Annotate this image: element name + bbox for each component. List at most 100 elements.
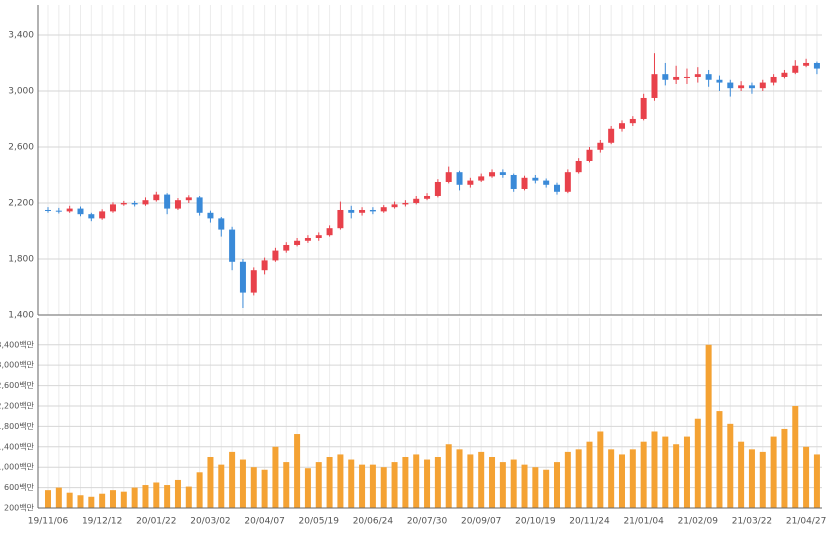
volume-bar — [250, 467, 257, 508]
candle-body — [77, 208, 84, 215]
volume-bar — [499, 462, 506, 508]
candle-body — [66, 208, 73, 212]
candle-body — [218, 218, 225, 230]
volume-bar — [478, 451, 485, 508]
x-tick-label: 21/02/09 — [678, 517, 719, 527]
volume-bar — [380, 467, 387, 508]
candle-body — [781, 72, 788, 77]
candle-body — [803, 62, 810, 66]
candle-body — [283, 244, 290, 251]
volume-bar — [337, 454, 344, 508]
volume-bar — [792, 405, 799, 508]
volume-bar — [196, 472, 203, 508]
candle-body — [575, 160, 582, 173]
y-tick-label: 3,000백만 — [0, 360, 35, 370]
candle-body — [662, 74, 669, 80]
candle-body — [326, 228, 333, 236]
x-tick-label: 20/03/02 — [190, 517, 230, 527]
candle-body — [651, 74, 658, 98]
volume-bar — [521, 464, 528, 508]
volume-bar — [164, 485, 171, 508]
volume-bar — [510, 459, 517, 508]
volume-bar — [759, 451, 766, 508]
volume-bar — [413, 454, 420, 508]
volume-bar — [781, 428, 788, 508]
volume-bar — [185, 486, 192, 508]
volume-bar — [402, 456, 409, 508]
candle-body — [694, 74, 701, 77]
y-tick-label: 1,000백만 — [0, 462, 35, 472]
candle-body — [207, 212, 214, 219]
volume-bar — [45, 490, 51, 508]
x-tick-label: 20/09/07 — [461, 517, 501, 527]
candle-body — [499, 172, 506, 175]
candle-body — [640, 97, 647, 119]
candle-body — [380, 207, 387, 212]
candle-body — [369, 209, 376, 212]
volume-bar — [369, 464, 376, 508]
x-tick-label: 20/05/19 — [299, 517, 340, 527]
volume-bar — [272, 446, 279, 508]
x-tick-label: 21/03/22 — [732, 517, 772, 527]
candle-body — [759, 82, 766, 89]
volume-bar — [683, 436, 690, 508]
volume-bar — [467, 454, 474, 508]
volume-bar — [716, 411, 723, 508]
candle-body — [467, 180, 474, 185]
volume-bar — [770, 436, 777, 508]
x-tick-label: 19/12/12 — [82, 517, 122, 527]
candle-body — [445, 172, 452, 182]
candle-body — [629, 118, 636, 124]
volume-bar — [315, 462, 322, 508]
y-tick-label: 2,200백만 — [0, 400, 35, 410]
candle-body — [315, 235, 322, 238]
candle-body — [261, 260, 268, 271]
volume-bar — [738, 441, 745, 508]
volume-bar — [813, 454, 820, 508]
volume-bar — [131, 487, 138, 508]
volume-bar — [694, 418, 701, 508]
volume-bar — [142, 485, 149, 508]
x-tick-label: 20/01/22 — [136, 517, 176, 527]
y-tick-label: 1,400 — [8, 311, 34, 321]
candle-body — [250, 270, 257, 293]
candle-body — [337, 209, 344, 229]
candle-body — [434, 181, 441, 196]
volume-bar — [618, 454, 625, 508]
volume-bar — [608, 449, 615, 508]
candle-body — [402, 202, 409, 205]
candle-body — [792, 65, 799, 73]
y-tick-label: 2,600백만 — [0, 380, 35, 390]
candle-body — [196, 197, 203, 213]
volume-bar — [445, 444, 452, 508]
volume-bar — [218, 464, 225, 508]
candle-body — [478, 176, 485, 181]
y-tick-label: 600백만 — [4, 482, 35, 492]
y-tick-label: 2,200 — [8, 198, 34, 208]
x-tick-label: 21/04/27 — [786, 517, 826, 527]
volume-bar — [456, 449, 463, 508]
volume-bar — [705, 344, 712, 508]
volume-bar — [77, 495, 84, 508]
candle-body — [348, 209, 355, 213]
x-tick-label: 21/01/04 — [623, 517, 664, 527]
volume-bar — [554, 462, 561, 508]
candle-body — [88, 214, 95, 219]
volume-bar — [55, 487, 62, 508]
volume-bar — [640, 441, 647, 508]
volume-bar — [629, 449, 636, 508]
candle-body — [229, 229, 236, 262]
candle-body — [272, 250, 279, 261]
candle-body — [304, 237, 311, 241]
volume-bar — [489, 456, 496, 508]
y-tick-label: 1,400백만 — [0, 441, 35, 451]
candle-body — [705, 74, 712, 80]
x-tick-label: 20/06/24 — [353, 517, 394, 527]
candle-body — [683, 76, 690, 78]
candle-body — [716, 79, 723, 83]
volume-bar — [283, 462, 290, 508]
candle-body — [391, 204, 398, 208]
candle-body — [164, 194, 171, 209]
candle-body — [748, 85, 755, 89]
